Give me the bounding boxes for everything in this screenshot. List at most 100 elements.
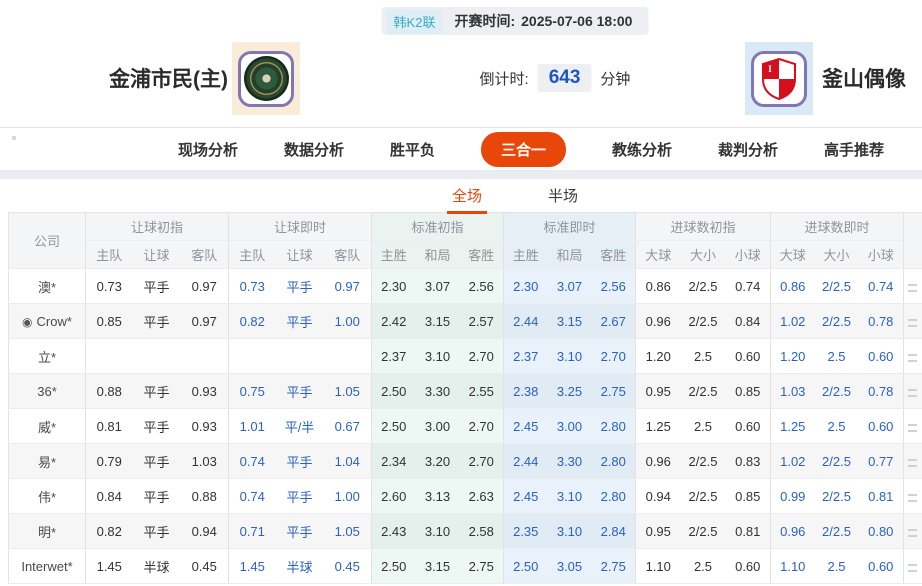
odds-cell: 0.74 <box>858 268 904 304</box>
odds-cell: 2.5 <box>680 408 726 444</box>
nav-tab-7[interactable]: 高手推荐 <box>824 141 885 159</box>
odds-cell: 0.71 <box>228 513 276 549</box>
odds-cell: 平/半 <box>275 408 324 444</box>
away-team-name: 釜山偶像 <box>822 68 906 91</box>
table-row: 易* 0.79 平手 1.03 0.74 平手 1.04 2.34 3.20 2.70 2.44 3.… <box>8 443 922 479</box>
odds-cell: 0.97 <box>180 268 229 304</box>
odds-cell: 0.73 <box>85 268 133 304</box>
odds-cell: 0.95 <box>635 513 681 549</box>
company-name: 36* <box>37 383 57 399</box>
odds-cell: 3.00 <box>415 408 460 444</box>
company-cell: 立* <box>8 338 86 374</box>
odds-cell: 0.81 <box>85 408 133 444</box>
odds-cell: 0.74 <box>228 443 276 479</box>
odds-cell: 2.30 <box>371 268 416 304</box>
odds-cell: 0.67 <box>323 408 372 444</box>
odds-cell <box>132 338 181 374</box>
table-row: 立* 2.37 3.10 2.70 2.37 3.10 2.70 1.20 2.5 0.60 1.2… <box>8 338 922 374</box>
column-subheader: 和局 <box>415 240 460 269</box>
league-badge: 韩K2联 <box>386 8 443 34</box>
company-name: 易* <box>37 454 57 470</box>
odds-cell: 0.74 <box>228 478 276 514</box>
table-row: 澳* 0.73 平手 0.97 0.73 平手 0.97 2.30 3.07 2.56 2.30 3.… <box>8 268 922 304</box>
odds-cell: 2.56 <box>591 268 636 304</box>
odds-cell: 0.84 <box>725 303 771 339</box>
countdown-unit: 分钟 <box>600 70 631 88</box>
nav-tab-1[interactable]: 现场分析 <box>177 141 238 159</box>
company-cell: 澳* <box>8 268 86 304</box>
odds-cell: 2/2.5 <box>814 303 859 339</box>
company-column-header: 公司 <box>8 212 86 269</box>
odds-cell: 2.45 <box>503 408 548 444</box>
odds-cell: 1.02 <box>770 443 815 479</box>
nav-tab-6[interactable]: 裁判分析 <box>718 141 779 159</box>
odds-cell: 3.10 <box>415 513 460 549</box>
odds-cell: 2.30 <box>503 268 548 304</box>
odds-cell: 2.38 <box>503 373 548 409</box>
odds-cell: 2.50 <box>371 548 416 584</box>
svg-text:I: I <box>768 64 772 74</box>
odds-cell: 2.58 <box>459 513 504 549</box>
odds-cell: 0.94 <box>180 513 229 549</box>
odds-cell: 半球 <box>132 548 181 584</box>
odds-cell: 2.60 <box>371 478 416 514</box>
odds-cell: 0.94 <box>635 478 681 514</box>
odds-cell: 0.45 <box>180 548 229 584</box>
clipped-menu-icon <box>908 563 918 572</box>
clipped-menu-icon <box>908 423 918 432</box>
odds-cell: 2/2.5 <box>680 478 726 514</box>
subtab-1[interactable]: 全场 <box>446 180 488 214</box>
odds-cell: 1.25 <box>635 408 681 444</box>
odds-cell: 3.30 <box>415 373 460 409</box>
company-name: 伟* <box>37 489 57 505</box>
countdown-label: 倒计时: <box>479 70 529 88</box>
odds-cell: 0.82 <box>85 513 133 549</box>
odds-cell: 3.00 <box>547 408 592 444</box>
odds-cell: 2.45 <box>503 478 548 514</box>
nav-tab-3[interactable]: 胜平负 <box>389 141 435 159</box>
column-subheader: 小球 <box>725 240 771 269</box>
odds-cell: 2/2.5 <box>814 373 859 409</box>
odds-cell: 2.5 <box>680 338 726 374</box>
nav-tab-4[interactable]: 三合一 <box>480 131 566 167</box>
odds-cell: 3.10 <box>547 338 592 374</box>
odds-cell: 0.85 <box>85 303 133 339</box>
odds-cell: 3.20 <box>415 443 460 479</box>
odds-cell: 1.02 <box>770 303 815 339</box>
odds-cell: 3.15 <box>415 548 460 584</box>
odds-cell: 1.45 <box>228 548 276 584</box>
column-subheader: 客队 <box>180 240 229 269</box>
clipped-column-cell <box>903 338 922 374</box>
nav-tab-2[interactable]: 数据分析 <box>283 141 344 159</box>
odds-cell: 0.88 <box>85 373 133 409</box>
company-name: 澳* <box>37 279 57 295</box>
odds-cell: 0.93 <box>180 408 229 444</box>
odds-cell: 0.86 <box>635 268 681 304</box>
odds-cell: 1.45 <box>85 548 133 584</box>
odds-cell: 0.81 <box>858 478 904 514</box>
odds-cell: 1.03 <box>770 373 815 409</box>
odds-cell: 2.84 <box>591 513 636 549</box>
odds-cell: 平手 <box>275 513 324 549</box>
column-subheader: 主队 <box>85 240 133 269</box>
odds-cell: 3.07 <box>547 268 592 304</box>
odds-cell: 1.20 <box>635 338 681 374</box>
odds-cell: 2/2.5 <box>814 478 859 514</box>
odds-cell: 2.42 <box>371 303 416 339</box>
odds-cell: 0.60 <box>725 548 771 584</box>
countdown-value: 643 <box>537 64 592 92</box>
home-team-name: 金浦市民(主) <box>109 68 228 91</box>
odds-cell: 3.13 <box>415 478 460 514</box>
company-name: 威* <box>37 419 57 435</box>
subtab-2[interactable]: 半场 <box>548 188 579 205</box>
column-group-header: 进球数即时 <box>770 212 904 241</box>
nav-tab-5[interactable]: 教练分析 <box>612 141 673 159</box>
company-cell: Interwet* <box>8 548 86 584</box>
odds-cell: 0.97 <box>180 303 229 339</box>
odds-cell: 平手 <box>132 513 181 549</box>
clipped-menu-icon <box>908 528 918 537</box>
odds-cell: 1.05 <box>323 513 372 549</box>
odds-cell: 平手 <box>275 443 324 479</box>
odds-cell: 2.50 <box>371 408 416 444</box>
odds-cell: 2.80 <box>591 443 636 479</box>
